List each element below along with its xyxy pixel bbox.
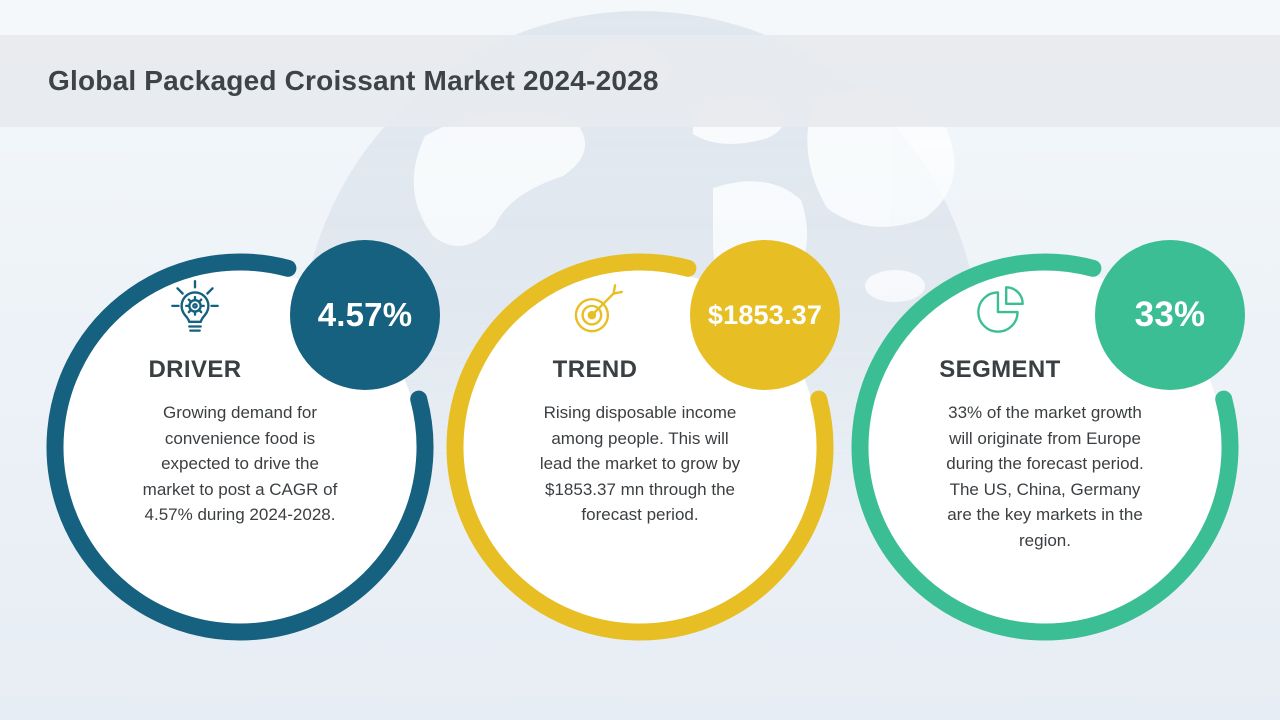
header-band: Global Packaged Croissant Market 2024-20… — [0, 35, 1280, 127]
trend-description: Rising disposable income among people. T… — [539, 403, 741, 524]
page-title: Global Packaged Croissant Market 2024-20… — [48, 65, 659, 96]
segment-label: SEGMENT — [939, 356, 1061, 383]
driver-stat-badge: 4.57% — [290, 240, 440, 390]
trend-label: TREND — [552, 356, 638, 383]
driver-card: DRIVER Growing demand for convenience fo… — [30, 237, 450, 657]
trend-card: TREND Rising disposable income among peo… — [430, 237, 850, 657]
idea-lightbulb-gear-icon — [171, 279, 219, 332]
target-arrow-icon — [574, 284, 623, 333]
segment-stat-badge: 33% — [1095, 240, 1245, 390]
segment-description: 33% of the market growth will originate … — [946, 403, 1144, 550]
driver-description: Growing demand for convenience food is e… — [142, 403, 338, 524]
trend-stat-badge: $1853.37 — [690, 240, 840, 390]
driver-label: DRIVER — [148, 356, 242, 383]
pie-chart-icon — [977, 286, 1024, 333]
segment-card: SEGMENT 33% of the market growth will or… — [835, 237, 1255, 657]
